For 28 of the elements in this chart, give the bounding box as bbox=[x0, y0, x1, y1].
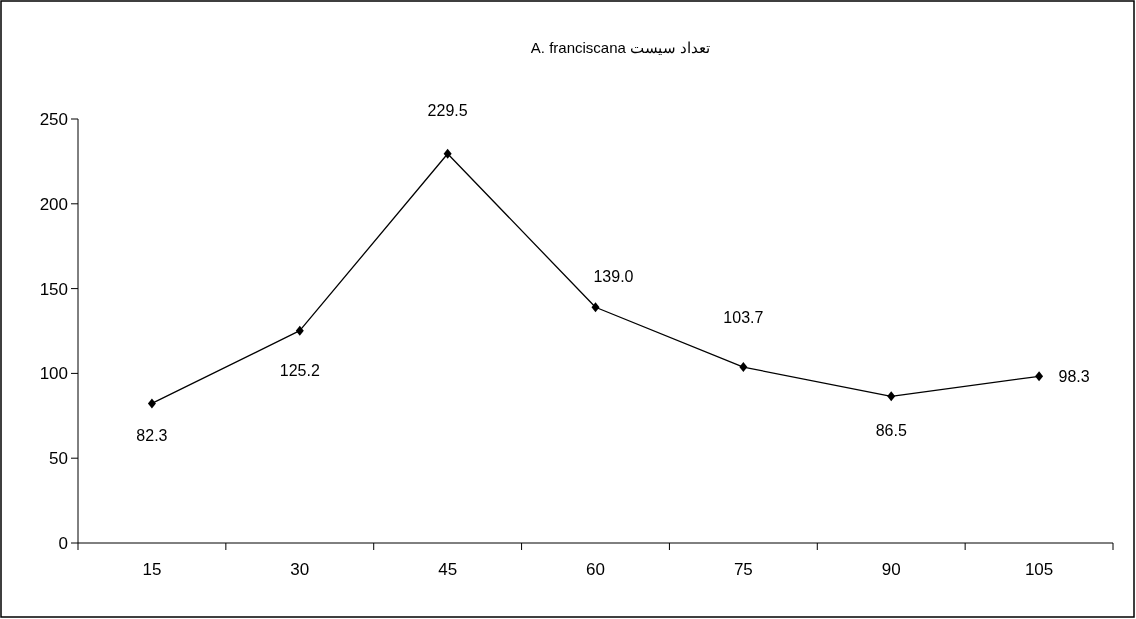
y-tick-label: 150 bbox=[39, 279, 68, 299]
y-tick-label: 0 bbox=[58, 534, 68, 553]
x-tick-label: 15 bbox=[142, 560, 162, 579]
point bbox=[147, 398, 156, 409]
x-tick-label: 75 bbox=[733, 560, 753, 579]
data-label: 125.2 bbox=[279, 361, 320, 379]
x-tick-label: 60 bbox=[586, 560, 605, 579]
y-tick-label: 100 bbox=[39, 364, 68, 384]
chart-title: تعداد سیست A. franciscana bbox=[530, 39, 711, 56]
y-tick-label: 50 bbox=[49, 449, 68, 469]
x-tick-label: 45 bbox=[438, 560, 458, 579]
y-tick-label: 250 bbox=[39, 110, 68, 129]
point bbox=[1035, 371, 1044, 382]
data-label: 229.5 bbox=[427, 101, 468, 119]
data-label: 98.3 bbox=[1058, 368, 1090, 386]
point bbox=[591, 302, 600, 313]
data-label: 82.3 bbox=[136, 427, 168, 445]
x-tick-label: 90 bbox=[881, 560, 901, 579]
point bbox=[739, 362, 748, 373]
x-tick-label: 105 bbox=[1024, 560, 1054, 579]
x-tick-label: 30 bbox=[290, 560, 310, 579]
data-label: 139.0 bbox=[593, 268, 634, 286]
point bbox=[295, 325, 304, 336]
point bbox=[887, 391, 896, 402]
y-tick-label: 200 bbox=[39, 194, 68, 214]
data-label: 103.7 bbox=[723, 309, 764, 327]
data-label: 86.5 bbox=[875, 422, 907, 440]
point bbox=[443, 148, 452, 159]
